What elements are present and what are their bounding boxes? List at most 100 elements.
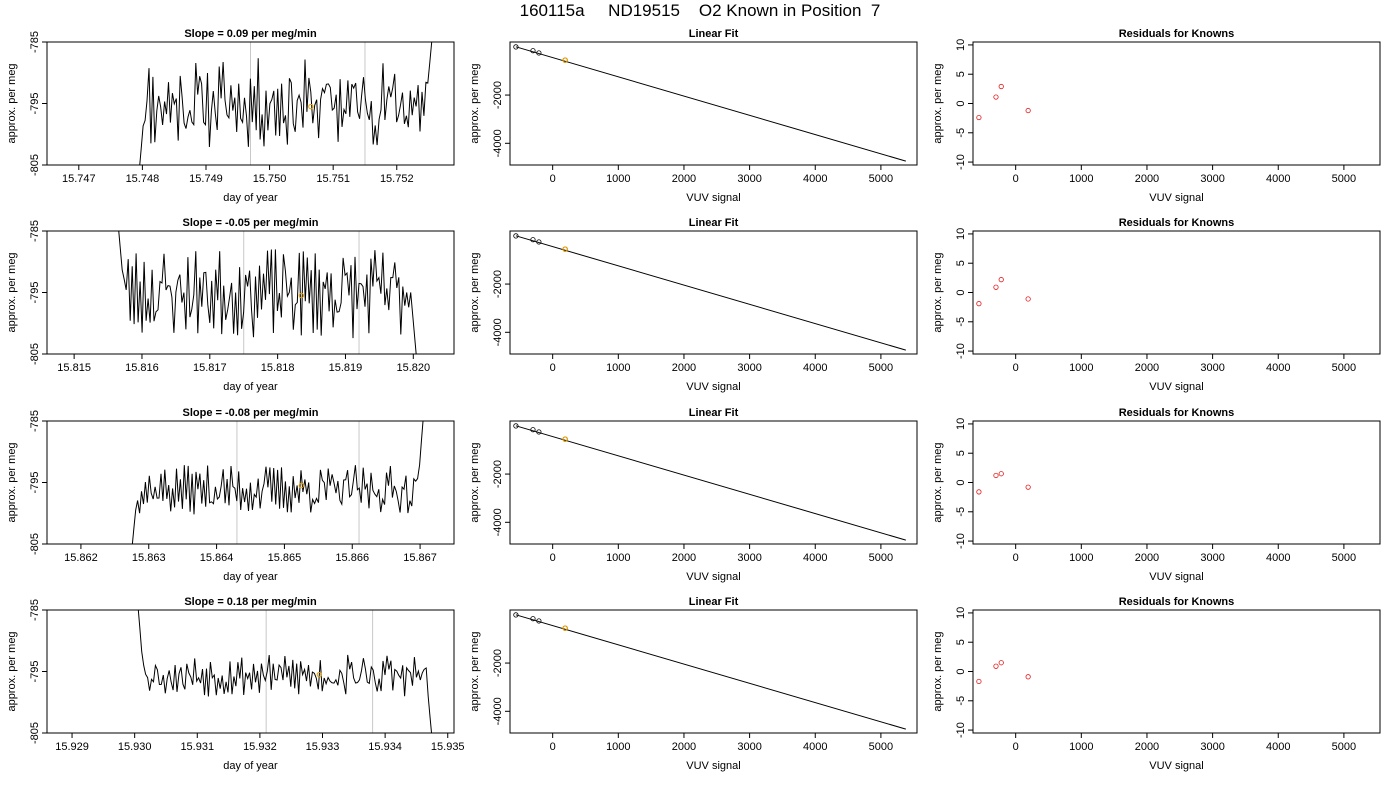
x-tick-label: 4000	[1266, 362, 1290, 374]
x-tick-label: 15.930	[118, 741, 152, 753]
x-tick-label: 2000	[1135, 173, 1159, 185]
x-tick-label: 4000	[803, 741, 827, 753]
y-tick-label: -4000	[492, 318, 504, 346]
x-tick-label: 15.820	[396, 362, 430, 374]
y-tick-label: -805	[29, 154, 41, 176]
data-point	[1025, 296, 1031, 302]
y-tick-label: -5	[955, 507, 967, 517]
x-tick-label: 2000	[1135, 362, 1159, 374]
chart-title: Residuals for Knowns	[1119, 217, 1235, 229]
y-tick-label: -785	[29, 410, 41, 432]
y-axis-label: approx. per meg	[469, 442, 481, 522]
plot-frame	[972, 609, 1381, 734]
x-tick-label: 15.748	[126, 173, 160, 185]
x-axis-label: VUV signal	[1149, 381, 1203, 393]
y-tick-label: -785	[29, 31, 41, 53]
series-line	[137, 610, 433, 733]
chart-panel-3: Residuals for Knowns 0 1000 2000 3000 4000 500…	[932, 28, 1381, 204]
data-point	[530, 616, 536, 622]
fit-line	[515, 425, 906, 541]
y-tick-label: 10	[955, 607, 967, 619]
plot-area	[513, 44, 906, 162]
y-tick-label: -10	[955, 343, 967, 359]
x-tick-label: 1000	[606, 552, 630, 564]
x-tick-label: 15.819	[329, 362, 363, 374]
chart-panel-1: Slope = 0.09 per meg/min 15.747 15.748 15.7…	[6, 28, 455, 204]
y-axis-label: approx. per meg	[932, 252, 944, 332]
data-point	[513, 423, 519, 429]
data-point	[530, 48, 536, 54]
x-tick-label: 15.752	[380, 173, 414, 185]
x-tick-label: 15.817	[193, 362, 227, 374]
x-axis-label: VUV signal	[1149, 192, 1203, 204]
x-tick-label: 2000	[1135, 741, 1159, 753]
x-tick-label: 15.932	[243, 741, 277, 753]
x-tick-label: 15.865	[268, 552, 302, 564]
data-point	[1025, 107, 1031, 114]
x-tick-label: 3000	[737, 173, 761, 185]
data-point	[1025, 484, 1031, 490]
data-point	[976, 301, 982, 307]
x-tick-label: 5000	[1332, 552, 1356, 564]
y-tick-label: -805	[29, 343, 41, 365]
x-tick-label: 15.749	[189, 173, 223, 185]
y-tick-label: -5	[955, 317, 967, 327]
x-tick-label: 5000	[869, 362, 893, 374]
y-axis-label: approx. per meg	[6, 631, 18, 711]
series-line	[131, 421, 424, 544]
y-tick-label: 10	[955, 39, 967, 51]
plot-area	[976, 83, 1031, 121]
x-tick-label: 15.929	[55, 741, 89, 753]
y-tick-label: 0	[955, 479, 967, 485]
plot-area	[976, 660, 1031, 685]
chart-panel-12: Residuals for Knowns 0 1000 2000 3000 4000 500…	[932, 596, 1381, 772]
y-tick-label: 0	[955, 289, 967, 295]
y-tick-label: -795	[29, 281, 41, 303]
x-axis-label: day of year	[223, 760, 278, 772]
x-tick-label: 15.816	[125, 362, 159, 374]
data-point	[976, 678, 982, 685]
x-tick-label: 1000	[1069, 552, 1093, 564]
plot-area	[976, 277, 1031, 307]
x-tick-label: 2000	[672, 552, 696, 564]
y-tick-label: 10	[955, 228, 967, 240]
x-tick-label: 5000	[1332, 173, 1356, 185]
y-axis-label: approx. per meg	[932, 63, 944, 143]
data-point	[298, 482, 305, 489]
chart-title: Slope = 0.18 per meg/min	[184, 596, 317, 608]
x-tick-label: 5000	[1332, 741, 1356, 753]
chart-title: Slope = 0.09 per meg/min	[184, 28, 317, 40]
plot-frame	[509, 420, 918, 545]
plot-area	[513, 423, 906, 541]
x-axis-label: VUV signal	[1149, 760, 1203, 772]
data-point	[530, 237, 536, 243]
x-tick-label: 1000	[606, 173, 630, 185]
x-tick-label: 15.818	[261, 362, 295, 374]
chart-title: Linear Fit	[689, 596, 739, 608]
chart-title: Residuals for Knowns	[1119, 596, 1235, 608]
series-line	[139, 42, 433, 165]
x-tick-label: 5000	[869, 552, 893, 564]
x-tick-label: 15.862	[64, 552, 98, 564]
x-tick-label: 0	[1013, 362, 1019, 374]
data-point	[513, 612, 519, 618]
data-point	[993, 284, 999, 290]
x-tick-label: 1000	[606, 362, 630, 374]
data-point	[562, 625, 568, 631]
y-tick-label: -805	[29, 722, 41, 744]
plot-area	[118, 231, 417, 354]
data-point	[562, 57, 568, 63]
x-tick-label: 3000	[737, 552, 761, 564]
data-point	[536, 50, 542, 56]
y-tick-label: 5	[955, 450, 967, 456]
plot-area	[139, 42, 433, 165]
plot-area	[137, 610, 433, 733]
data-point	[562, 246, 568, 252]
x-tick-label: 4000	[803, 362, 827, 374]
y-tick-label: 5	[955, 71, 967, 77]
x-tick-label: 3000	[737, 362, 761, 374]
fit-line	[515, 235, 906, 351]
data-point	[993, 663, 999, 669]
y-tick-label: -2000	[492, 81, 504, 109]
x-tick-label: 4000	[1266, 741, 1290, 753]
